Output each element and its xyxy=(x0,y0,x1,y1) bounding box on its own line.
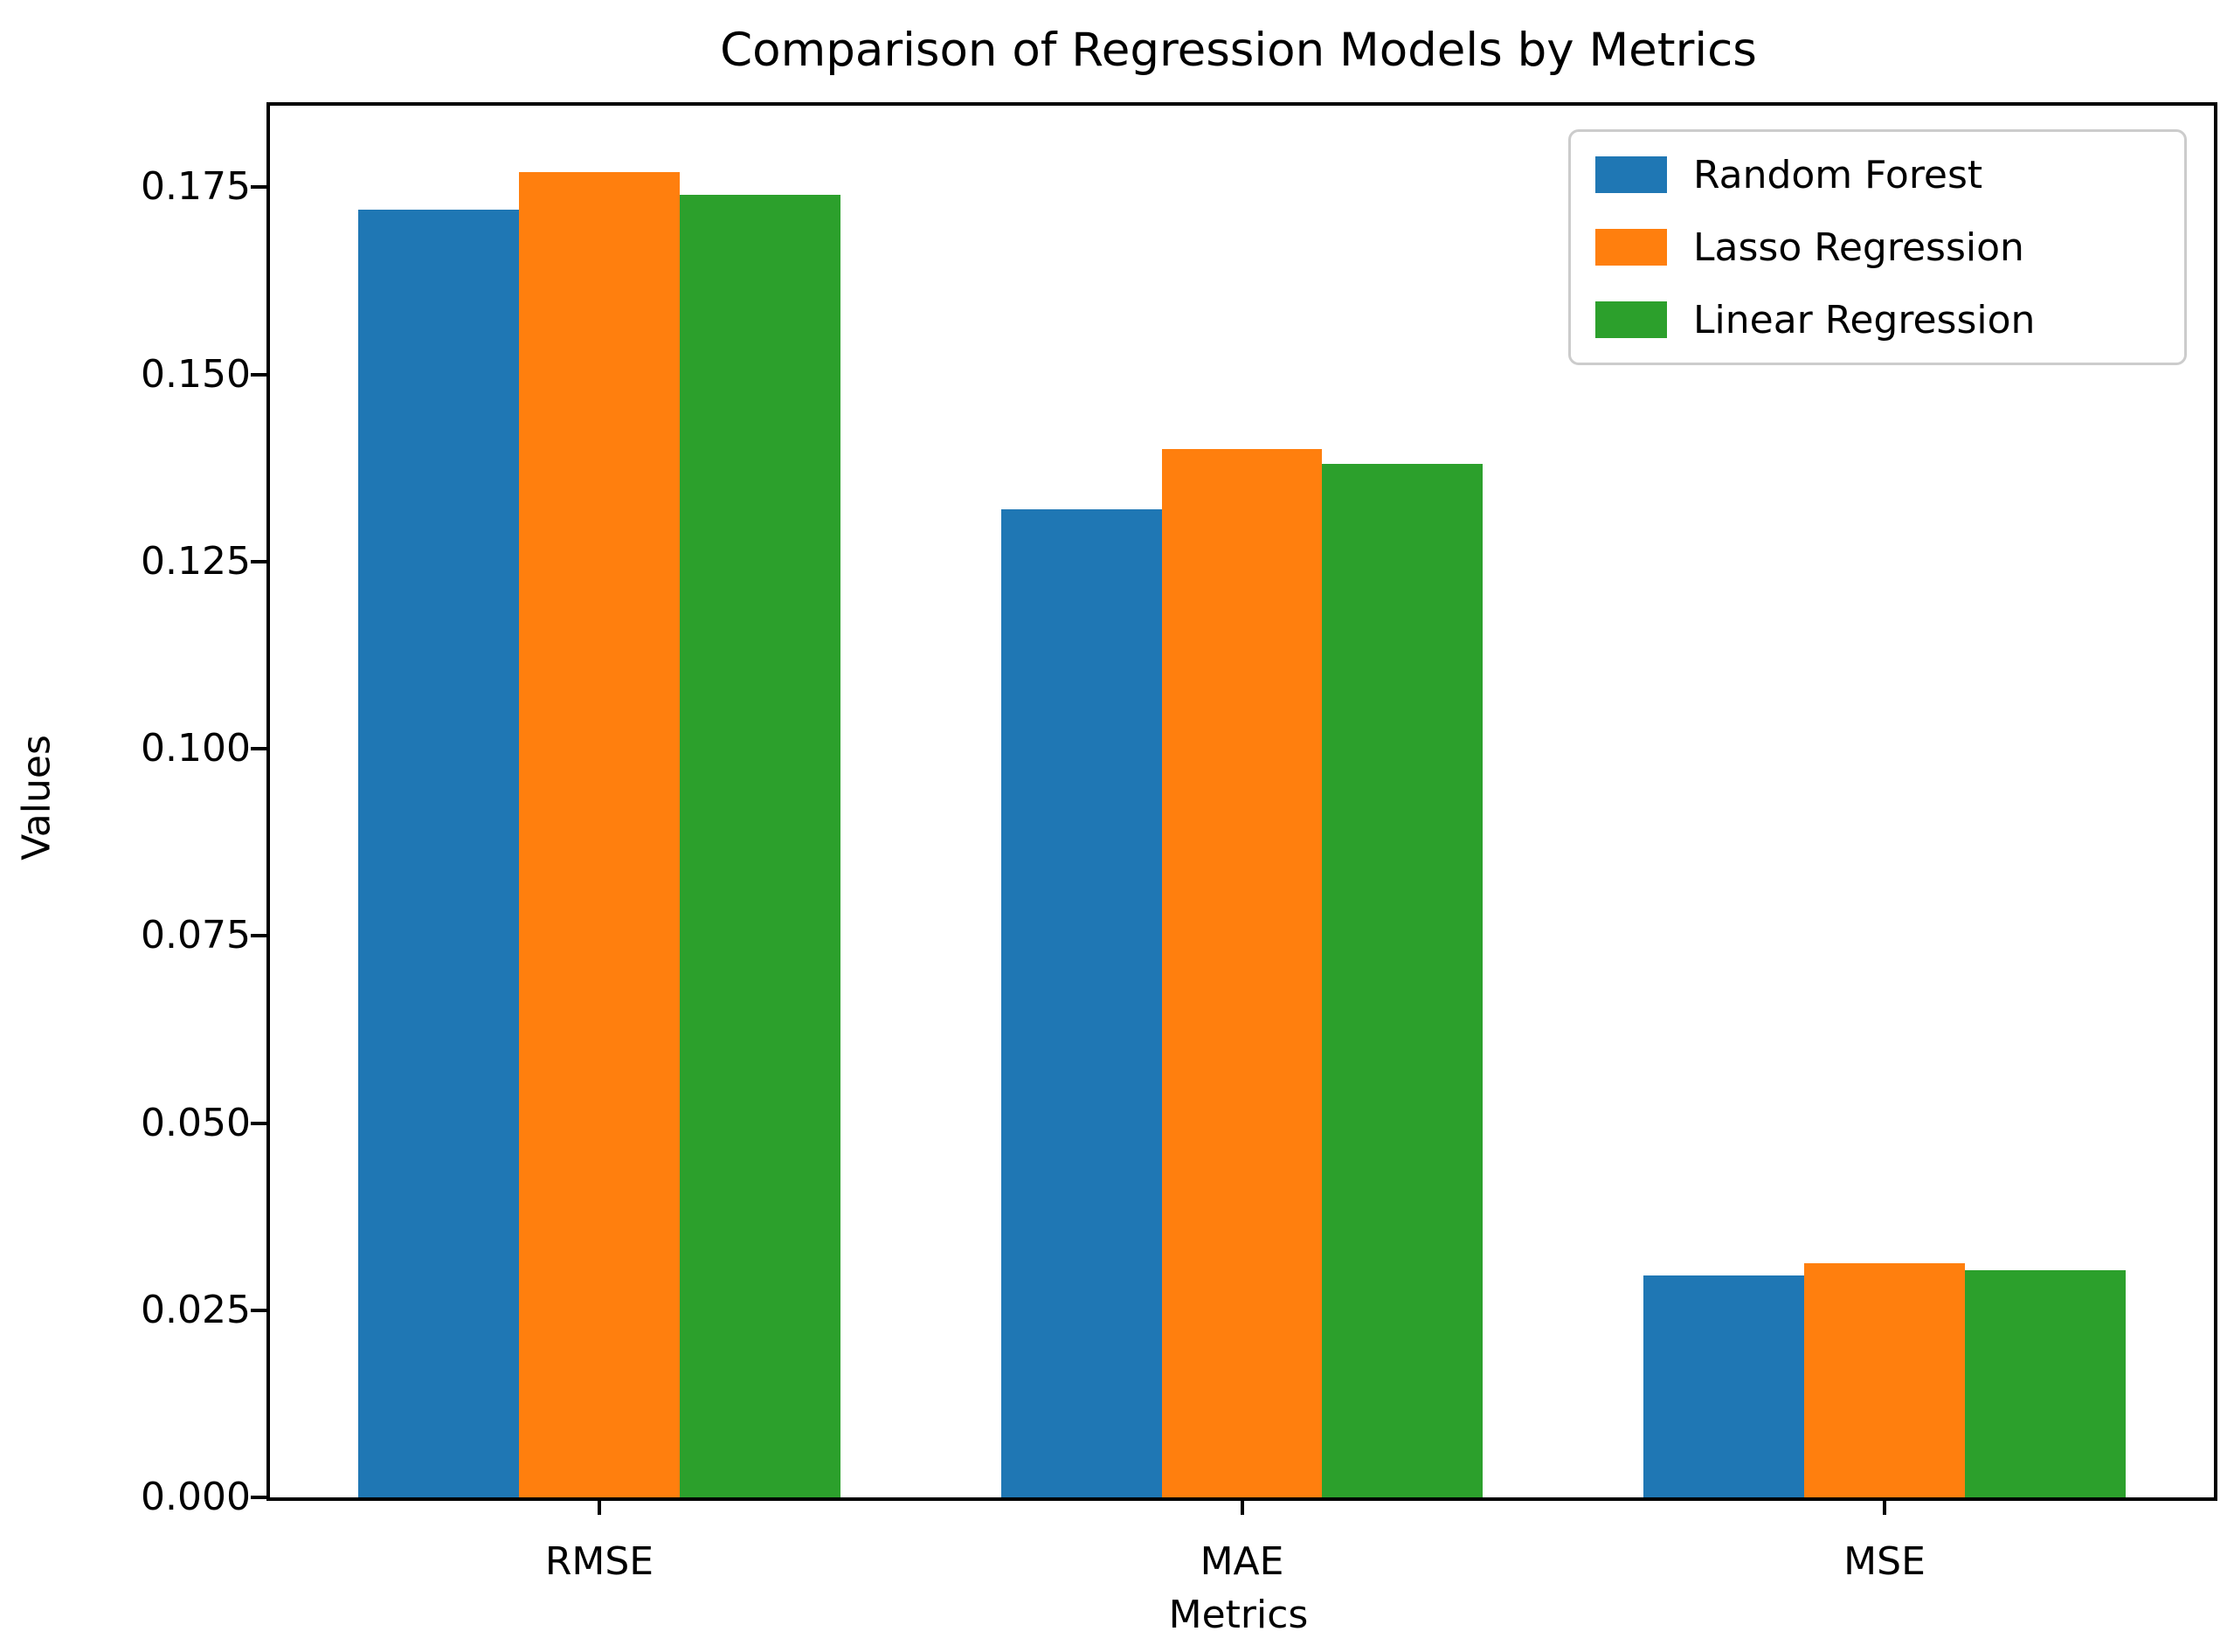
y-tick-mark xyxy=(251,934,266,938)
y-tick-mark xyxy=(251,185,266,190)
y-tick-label: 0.100 xyxy=(141,726,251,771)
y-tick-mark xyxy=(251,559,266,563)
bar-random-forest-rmse xyxy=(358,210,519,1497)
legend-swatch-lasso-regression xyxy=(1595,229,1667,266)
bar-lasso-regression-mae xyxy=(1161,449,1323,1497)
y-tick-label: 0.150 xyxy=(141,351,251,397)
y-tick-label: 0.175 xyxy=(141,164,251,210)
y-tick-mark xyxy=(251,1496,266,1499)
chart-title: Comparison of Regression Models by Metri… xyxy=(720,24,1757,77)
x-tick-mark xyxy=(1883,1501,1887,1515)
y-axis-label: Values xyxy=(14,735,59,861)
x-tick-label-mse: MSE xyxy=(1843,1539,1926,1584)
x-tick-label-rmse: RMSE xyxy=(544,1539,654,1584)
y-tick-mark xyxy=(251,747,266,751)
legend: Random Forest Lasso Regression Linear Regr… xyxy=(1568,129,2187,365)
bar-random-forest-mae xyxy=(1000,508,1162,1497)
y-tick-label: 0.025 xyxy=(141,1287,251,1332)
bar-lasso-regression-rmse xyxy=(519,172,680,1497)
legend-label: Random Forest xyxy=(1693,152,1983,197)
x-tick-mark xyxy=(597,1501,601,1515)
legend-swatch-linear-regression xyxy=(1595,301,1667,338)
legend-label: Linear Regression xyxy=(1693,297,2036,342)
y-tick-mark xyxy=(251,372,266,377)
legend-swatch-random-forest xyxy=(1595,156,1667,193)
bar-linear-regression-mse xyxy=(1964,1270,2126,1497)
x-tick-label-mae: MAE xyxy=(1200,1539,1284,1584)
y-tick-label: 0.050 xyxy=(141,1100,251,1145)
legend-item-lasso-regression: Lasso Regression xyxy=(1571,212,2184,282)
y-tick-label: 0.075 xyxy=(141,913,251,958)
y-tick-label: 0.125 xyxy=(141,538,251,584)
legend-item-random-forest: Random Forest xyxy=(1571,140,2184,210)
y-tick-label: 0.000 xyxy=(141,1475,251,1519)
bar-linear-regression-rmse xyxy=(679,194,840,1497)
bar-linear-regression-mae xyxy=(1322,464,1484,1497)
bar-lasso-regression-mse xyxy=(1804,1262,1965,1497)
bar-random-forest-mse xyxy=(1643,1275,1805,1497)
y-tick-mark xyxy=(251,1308,266,1312)
legend-item-linear-regression: Linear Regression xyxy=(1571,285,2184,355)
y-tick-mark xyxy=(251,1121,266,1125)
legend-label: Lasso Regression xyxy=(1693,225,2024,270)
x-tick-mark xyxy=(1240,1501,1244,1515)
x-axis-label: Metrics xyxy=(1168,1593,1309,1637)
